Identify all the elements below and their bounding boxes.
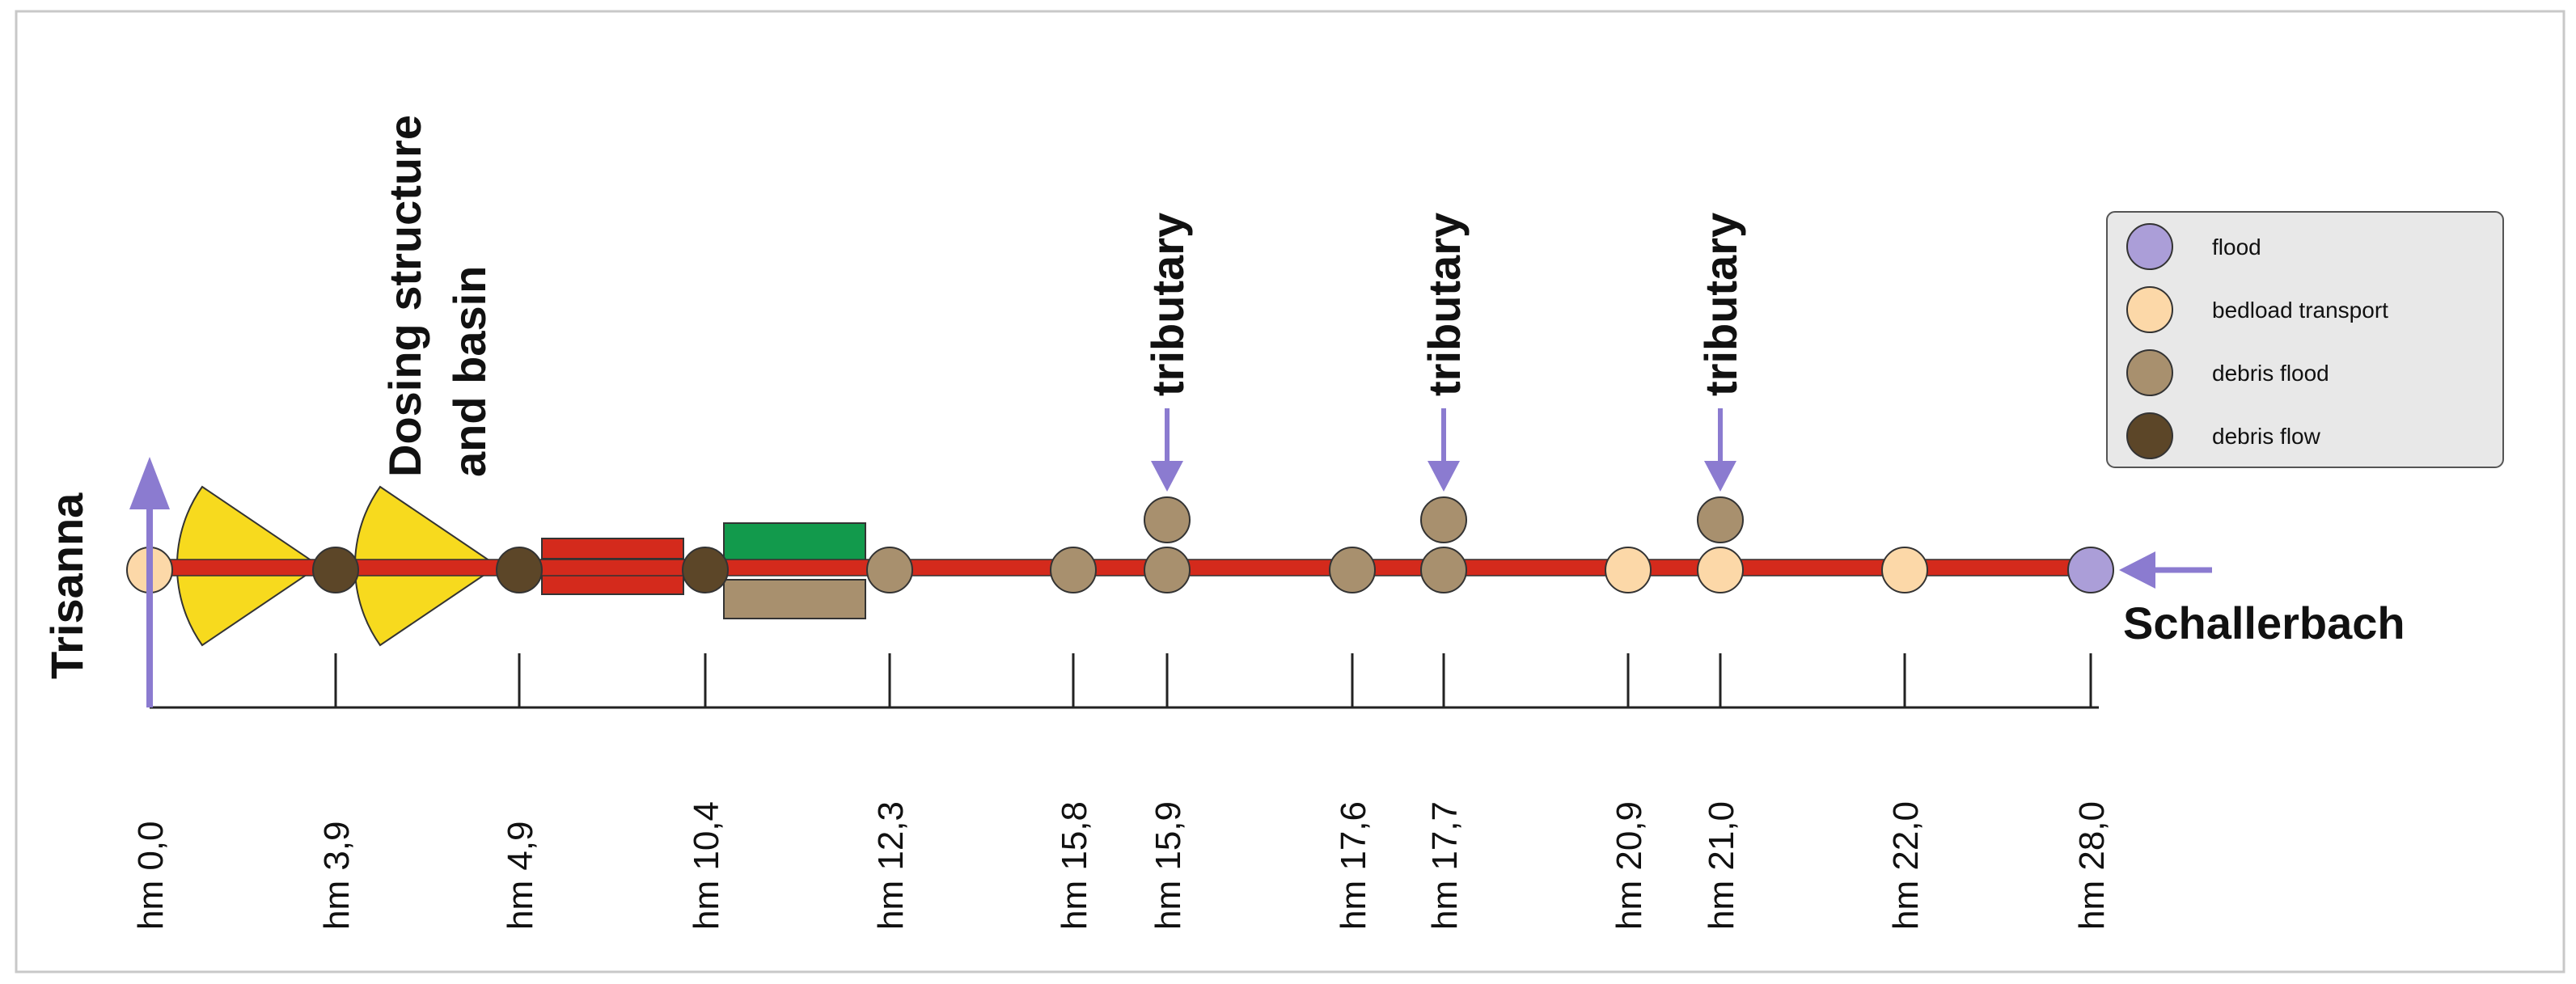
- station-label: hm 17,7: [1425, 801, 1465, 930]
- legend-label: bedload transport: [2212, 298, 2388, 323]
- tributary-arrowhead: [1151, 461, 1183, 492]
- station-label: hm 12,3: [871, 801, 911, 930]
- process-marker: [682, 547, 729, 593]
- tributary-arrowhead: [1704, 461, 1736, 492]
- schallerbach-arrow: [2119, 551, 2212, 589]
- station-label: hm 20,9: [1609, 801, 1649, 930]
- schallerbach-label: Schallerbach: [2123, 598, 2405, 648]
- axis-tick-labels: hm 0,0 hm 3,9 hm 4,9 hm 10,4 hm 12,3 hm 15,8 h…: [131, 801, 2112, 930]
- legend-swatch: [2126, 412, 2173, 459]
- process-marker: [1329, 547, 1376, 593]
- process-marker: [1697, 547, 1744, 593]
- tributaries: tributary tributary tributary: [1142, 213, 1746, 543]
- process-marker: [312, 547, 359, 593]
- tributary-label: tributary: [1142, 213, 1193, 396]
- process-marker: [1050, 547, 1097, 593]
- dosing-label-line-2: and basin: [444, 266, 495, 477]
- process-marker: [2067, 547, 2114, 593]
- legend-box: [2106, 211, 2504, 468]
- process-marker: [1144, 547, 1191, 593]
- figure-frame: [15, 10, 2565, 973]
- station-label: hm 10,4: [687, 801, 726, 930]
- station-label: hm 15,9: [1148, 801, 1188, 930]
- station-label: hm 22,0: [1886, 801, 1926, 930]
- tributary-label: tributary: [1695, 213, 1746, 396]
- process-marker: [1420, 547, 1467, 593]
- trisanna-arrow: [129, 457, 170, 707]
- process-marker: [866, 547, 913, 593]
- station-label: hm 15,8: [1055, 801, 1094, 930]
- tributary-arrowhead: [1428, 461, 1460, 492]
- legend-label: debris flow: [2212, 424, 2321, 449]
- process-marker: [1605, 547, 1652, 593]
- tributary-marker: [1697, 496, 1744, 543]
- legend-swatch: [2126, 286, 2173, 333]
- station-label: hm 3,9: [317, 821, 357, 930]
- legend-swatch: [2126, 223, 2173, 270]
- process-marker: [1881, 547, 1928, 593]
- process-marker: [496, 547, 543, 593]
- tributary-marker: [1420, 496, 1467, 543]
- station-label: hm 4,9: [501, 821, 540, 930]
- process-markers: [126, 547, 2114, 593]
- legend-label: debris flood: [2212, 361, 2329, 386]
- station-label: hm 21,0: [1702, 801, 1741, 930]
- tributary-marker: [1144, 496, 1191, 543]
- channel-line: [149, 559, 2100, 576]
- tributary-label: tributary: [1419, 213, 1470, 396]
- legend-swatch: [2126, 349, 2173, 396]
- legend: flood bedload transport debris flood debris…: [2106, 211, 2504, 468]
- station-label: hm 28,0: [2072, 801, 2112, 930]
- station-label: hm 0,0: [131, 821, 171, 930]
- trisanna-label: Trisanna: [41, 492, 92, 679]
- station-label: hm 17,6: [1334, 801, 1373, 930]
- dosing-label-line-1: Dosing structure: [379, 115, 430, 477]
- legend-label: flood: [2212, 234, 2261, 260]
